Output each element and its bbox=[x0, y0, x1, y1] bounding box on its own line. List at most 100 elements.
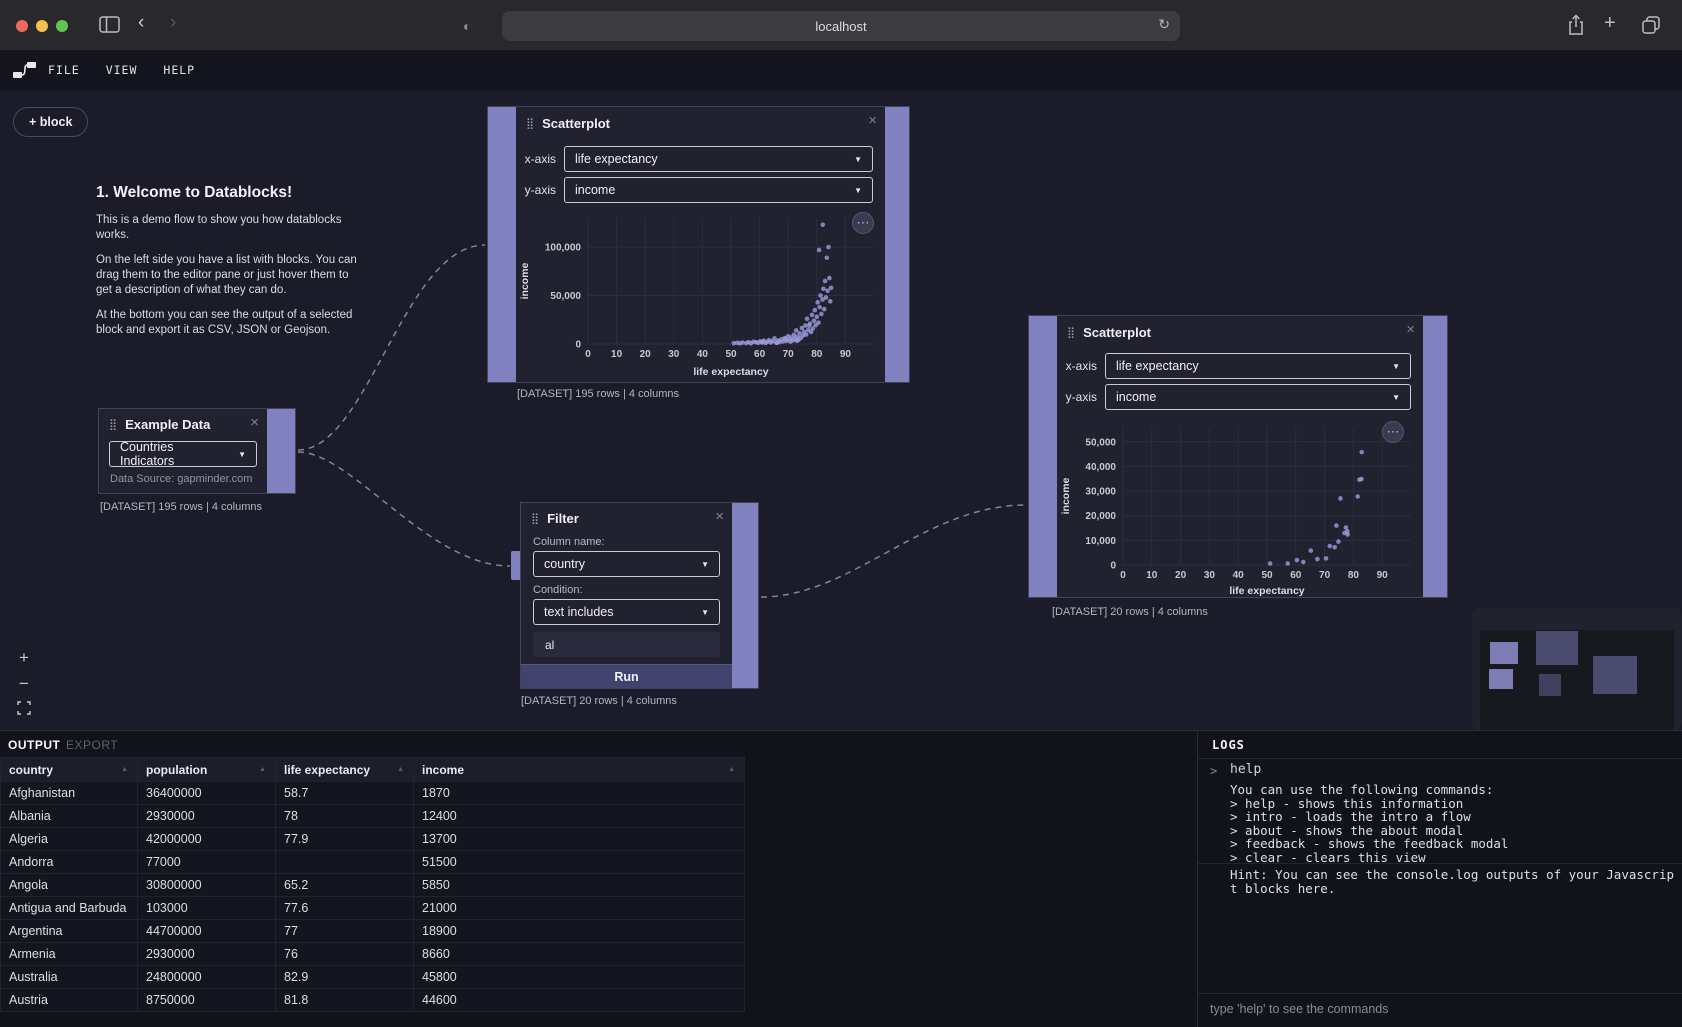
svg-text:50,000: 50,000 bbox=[550, 291, 581, 302]
zoom-out-button[interactable]: − bbox=[13, 672, 35, 694]
edge-filter-to-scatterplot2[interactable] bbox=[760, 504, 1027, 598]
edge-exampledata-to-scatterplot1[interactable] bbox=[297, 244, 486, 451]
drag-handle-icon[interactable]: ⣿ bbox=[109, 418, 118, 431]
node-example-data[interactable]: ⣿ Example Data × Countries Indicators ▼ … bbox=[98, 408, 296, 494]
node-header[interactable]: ⣿ Scatterplot × bbox=[1057, 316, 1423, 348]
column-header[interactable]: country ▲ bbox=[0, 757, 138, 782]
back-button[interactable]: ‹ bbox=[138, 12, 145, 33]
window-zoom-button[interactable] bbox=[56, 20, 68, 32]
more-options-button[interactable]: ⋯ bbox=[852, 212, 874, 234]
add-block-button[interactable]: + block bbox=[13, 107, 89, 137]
output-port-example-data[interactable] bbox=[267, 409, 295, 493]
sort-arrow-icon[interactable]: ▲ bbox=[121, 766, 128, 773]
sort-arrow-icon[interactable]: ▲ bbox=[397, 766, 404, 773]
table-row[interactable]: Angola 30800000 65.2 5850 bbox=[0, 873, 745, 897]
window-close-button[interactable] bbox=[16, 20, 28, 32]
node-scatterplot-2[interactable]: ⣿ Scatterplot × x-axis life expectancy ▼… bbox=[1028, 315, 1448, 598]
logs-command-input[interactable] bbox=[1204, 996, 1674, 1022]
sort-arrow-icon[interactable]: ▲ bbox=[728, 766, 735, 773]
minimap-viewport[interactable] bbox=[1480, 630, 1674, 730]
svg-text:70: 70 bbox=[1319, 570, 1331, 581]
column-header[interactable]: income ▲ bbox=[413, 757, 745, 782]
table-row[interactable]: Andorra 77000 51500 bbox=[0, 850, 745, 874]
menu-help[interactable]: HELP bbox=[163, 62, 196, 77]
table-cell: 21000 bbox=[413, 896, 745, 920]
column-select-value: country bbox=[544, 557, 585, 571]
forward-button[interactable]: › bbox=[170, 12, 177, 33]
menu-file[interactable]: FILE bbox=[48, 62, 80, 77]
column-header[interactable]: population ▲ bbox=[137, 757, 276, 782]
y-axis-select[interactable]: income ▼ bbox=[564, 177, 873, 203]
input-port-scatterplot-1[interactable] bbox=[488, 107, 516, 382]
y-axis-select-value: income bbox=[1116, 390, 1157, 404]
node-header[interactable]: ⣿ Filter × bbox=[521, 503, 732, 533]
table-cell: 24800000 bbox=[137, 965, 276, 989]
drag-handle-icon[interactable]: ⣿ bbox=[526, 117, 535, 130]
svg-text:life expectancy: life expectancy bbox=[1229, 585, 1304, 597]
minimap[interactable] bbox=[1472, 608, 1682, 730]
edge-exampledata-to-filter[interactable] bbox=[297, 451, 511, 567]
close-node-icon[interactable]: × bbox=[868, 112, 877, 129]
node-scatterplot-1[interactable]: ⣿ Scatterplot × x-axis life expectancy ▼… bbox=[487, 106, 910, 383]
column-select[interactable]: country ▼ bbox=[533, 551, 720, 577]
output-port-scatterplot-1[interactable] bbox=[885, 107, 909, 382]
zoom-in-button[interactable]: + bbox=[13, 646, 35, 668]
privacy-shield-icon[interactable]: ◐ bbox=[463, 18, 472, 34]
minimap-node bbox=[1490, 642, 1518, 664]
close-node-icon[interactable]: × bbox=[250, 414, 259, 431]
menu-view[interactable]: VIEW bbox=[105, 62, 138, 77]
column-header[interactable]: life expectancy ▲ bbox=[275, 757, 414, 782]
table-row[interactable]: Argentina 44700000 77 18900 bbox=[0, 919, 745, 943]
reload-icon[interactable]: ↻ bbox=[1158, 16, 1170, 32]
more-options-button[interactable]: ⋯ bbox=[1382, 421, 1404, 443]
table-row[interactable]: Antigua and Barbuda 103000 77.6 21000 bbox=[0, 896, 745, 920]
table-row[interactable]: Armenia 2930000 76 8660 bbox=[0, 942, 745, 966]
svg-text:70: 70 bbox=[783, 349, 795, 360]
datablocks-logo-icon[interactable] bbox=[12, 60, 38, 80]
svg-text:20,000: 20,000 bbox=[1085, 511, 1116, 522]
table-row[interactable]: Albania 2930000 78 12400 bbox=[0, 804, 745, 828]
close-node-icon[interactable]: × bbox=[715, 508, 724, 525]
node-header[interactable]: ⣿ Scatterplot × bbox=[516, 107, 885, 139]
share-icon[interactable] bbox=[1567, 14, 1585, 36]
filter-query-input[interactable] bbox=[533, 632, 720, 657]
table-row[interactable]: Austria 8750000 81.8 44600 bbox=[0, 988, 745, 1012]
table-cell: 78 bbox=[275, 804, 414, 828]
fit-view-button[interactable] bbox=[13, 698, 35, 720]
svg-text:40,000: 40,000 bbox=[1085, 462, 1116, 473]
table-row[interactable]: Algeria 42000000 77.9 13700 bbox=[0, 827, 745, 851]
y-axis-select[interactable]: income ▼ bbox=[1105, 384, 1411, 410]
table-row[interactable]: Afghanistan 36400000 58.7 1870 bbox=[0, 781, 745, 805]
drag-handle-icon[interactable]: ⣿ bbox=[1067, 326, 1076, 339]
window-minimize-button[interactable] bbox=[36, 20, 48, 32]
x-axis-select[interactable]: life expectancy ▼ bbox=[564, 146, 873, 172]
node-title: Example Data bbox=[125, 416, 211, 432]
new-tab-icon[interactable]: + bbox=[1604, 12, 1616, 34]
input-port-scatterplot-2[interactable] bbox=[1029, 316, 1057, 597]
condition-select[interactable]: text includes ▼ bbox=[533, 599, 720, 625]
sort-arrow-icon[interactable]: ▲ bbox=[259, 766, 266, 773]
flow-canvas[interactable]: + block 1. Welcome to Datablocks! This i… bbox=[0, 90, 1682, 730]
node-header[interactable]: ⣿ Example Data × bbox=[99, 409, 267, 439]
x-axis-select[interactable]: life expectancy ▼ bbox=[1105, 353, 1411, 379]
table-cell: 8660 bbox=[413, 942, 745, 966]
table-cell: 30800000 bbox=[137, 873, 276, 897]
output-port-scatterplot-2[interactable] bbox=[1423, 316, 1447, 597]
table-cell: 2930000 bbox=[137, 804, 276, 828]
output-port-filter[interactable] bbox=[732, 503, 758, 688]
svg-text:0: 0 bbox=[1120, 570, 1126, 581]
drag-handle-icon[interactable]: ⣿ bbox=[531, 512, 540, 525]
address-bar[interactable]: localhost ↻ bbox=[502, 11, 1180, 41]
sidebar-toggle-icon[interactable] bbox=[99, 16, 120, 34]
table-row[interactable]: Australia 24800000 82.9 45800 bbox=[0, 965, 745, 989]
tab-export[interactable]: EXPORT bbox=[66, 738, 119, 752]
dataset-select[interactable]: Countries Indicators ▼ bbox=[109, 440, 257, 468]
svg-text:90: 90 bbox=[840, 349, 852, 360]
run-button[interactable]: Run bbox=[521, 664, 732, 688]
tab-output[interactable]: OUTPUT bbox=[8, 738, 61, 752]
tab-overview-icon[interactable] bbox=[1641, 15, 1661, 35]
log-line: > intro - loads the intro a flow bbox=[1230, 809, 1471, 824]
divider bbox=[1198, 863, 1682, 864]
close-node-icon[interactable]: × bbox=[1406, 321, 1415, 338]
node-filter[interactable]: ⣿ Filter × Column name: country ▼ Condit… bbox=[520, 502, 759, 689]
